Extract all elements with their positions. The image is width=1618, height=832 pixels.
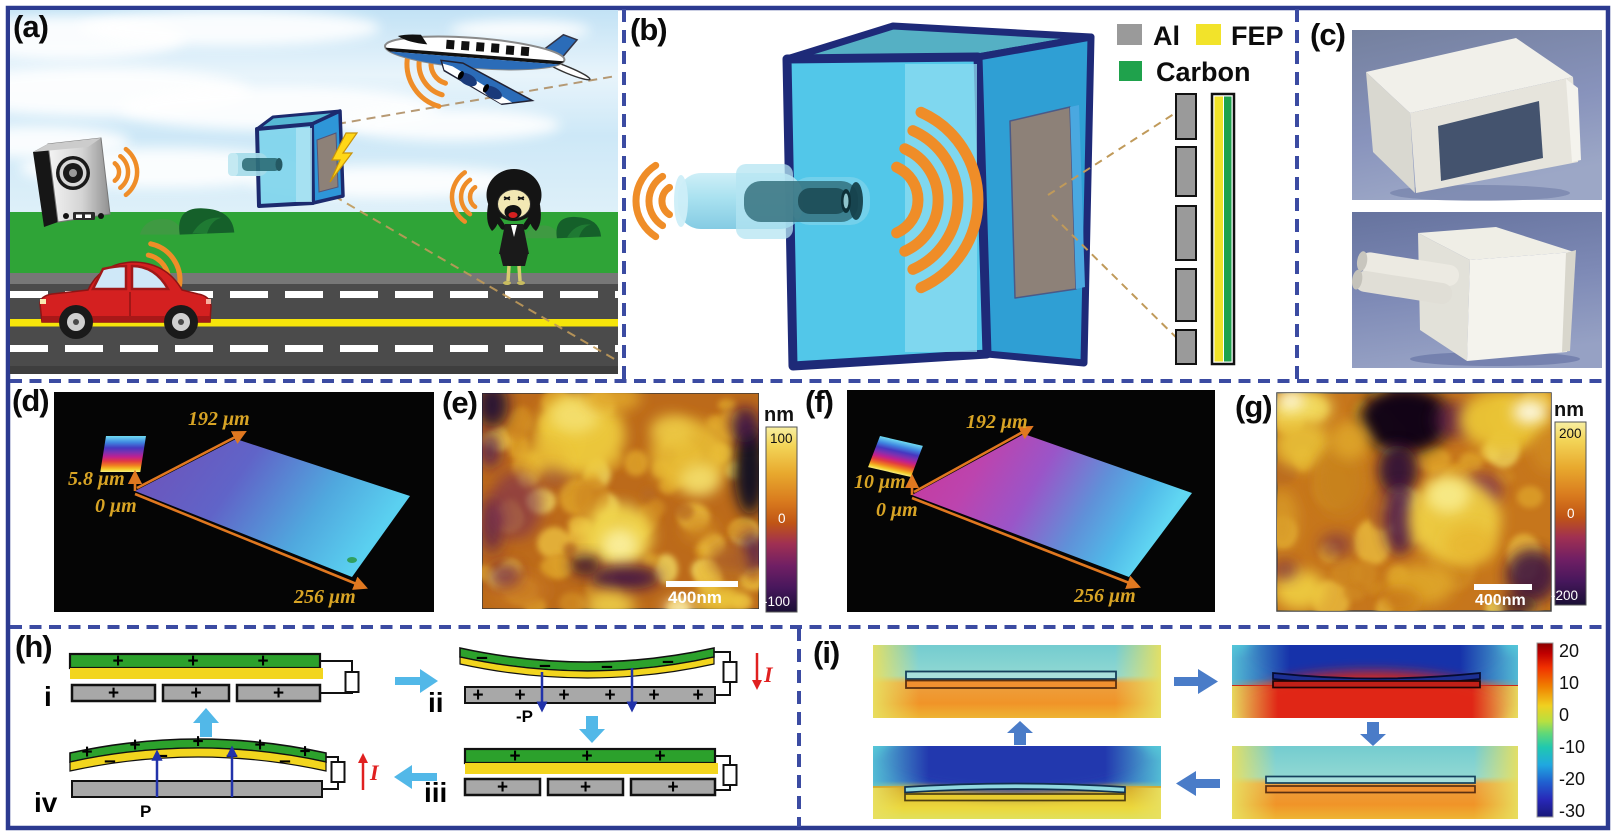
svg-text:+: + <box>580 777 591 798</box>
svg-text:–: – <box>662 649 674 672</box>
svg-text:+: + <box>558 685 569 706</box>
svg-text:400nm: 400nm <box>668 588 722 607</box>
svg-text:+: + <box>187 651 198 672</box>
svg-text:+: + <box>692 685 703 706</box>
svg-text:+: + <box>581 746 592 767</box>
svg-text:+: + <box>604 685 615 706</box>
svg-text:nm: nm <box>764 404 794 426</box>
svg-text:+: + <box>514 685 525 706</box>
svg-text:+: + <box>257 651 268 672</box>
svg-text:+: + <box>192 732 203 753</box>
svg-text:+: + <box>108 683 119 704</box>
svg-text:+: + <box>81 742 92 763</box>
svg-text:–: – <box>476 645 488 668</box>
svg-text:ii: ii <box>428 687 444 718</box>
svg-text:iii: iii <box>424 777 447 808</box>
svg-text:Al: Al <box>1153 21 1180 51</box>
svg-text:0 μm: 0 μm <box>95 495 137 517</box>
svg-text:FEP: FEP <box>1231 21 1284 51</box>
svg-text:+: + <box>129 735 140 756</box>
svg-text:+: + <box>648 685 659 706</box>
svg-text:-20: -20 <box>1559 769 1585 789</box>
svg-text:+: + <box>497 777 508 798</box>
svg-text:-P: -P <box>516 707 533 726</box>
svg-text:+: + <box>299 741 310 762</box>
svg-text:–: – <box>601 655 613 678</box>
svg-text:–: – <box>279 749 291 772</box>
svg-text:+: + <box>112 651 123 672</box>
svg-text:5.8 μm: 5.8 μm <box>68 468 125 490</box>
svg-text:256 μm: 256 μm <box>1073 585 1136 607</box>
svg-text:100: 100 <box>770 431 793 446</box>
svg-text:256 μm: 256 μm <box>293 586 356 608</box>
svg-text:192 μm: 192 μm <box>188 408 250 430</box>
svg-text:400nm: 400nm <box>1475 592 1526 609</box>
svg-text:+: + <box>190 683 201 704</box>
svg-text:–: – <box>104 749 116 772</box>
svg-text:-10: -10 <box>1559 737 1585 757</box>
svg-text:P: P <box>140 802 151 821</box>
svg-text:nm: nm <box>1554 399 1584 421</box>
svg-text:I: I <box>763 662 774 687</box>
svg-text:20: 20 <box>1559 641 1579 661</box>
svg-text:0: 0 <box>1559 705 1569 725</box>
svg-text:+: + <box>667 777 678 798</box>
svg-text:I: I <box>369 760 380 785</box>
svg-text:+: + <box>509 746 520 767</box>
svg-text:+: + <box>254 735 265 756</box>
svg-text:iv: iv <box>34 787 58 818</box>
svg-text:+: + <box>472 685 483 706</box>
svg-text:+: + <box>654 746 665 767</box>
svg-text:i: i <box>44 681 52 712</box>
svg-text:10: 10 <box>1559 673 1579 693</box>
svg-text:192 μm: 192 μm <box>966 411 1028 433</box>
svg-text:0 μm: 0 μm <box>876 499 918 521</box>
svg-text:10 μm: 10 μm <box>854 471 906 493</box>
svg-text:-100: -100 <box>763 594 790 609</box>
svg-text:+: + <box>273 683 284 704</box>
svg-text:0: 0 <box>778 511 786 526</box>
svg-text:0: 0 <box>1567 506 1575 521</box>
svg-text:-200: -200 <box>1551 588 1578 603</box>
svg-text:Carbon: Carbon <box>1156 57 1251 87</box>
svg-text:200: 200 <box>1559 426 1582 441</box>
svg-text:–: – <box>539 653 551 676</box>
svg-text:-30: -30 <box>1559 801 1585 821</box>
